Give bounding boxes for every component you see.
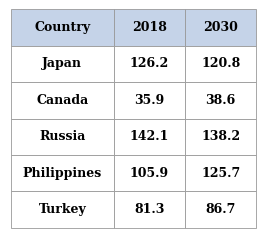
Bar: [11, 191, 114, 228]
Text: Turkey: Turkey: [38, 203, 86, 216]
Bar: [11, 155, 114, 191]
Bar: [185, 82, 256, 118]
Text: 38.6: 38.6: [206, 94, 236, 107]
Text: 35.9: 35.9: [134, 94, 164, 107]
Bar: [11, 9, 114, 46]
Bar: [11, 82, 114, 118]
Text: 86.7: 86.7: [206, 203, 236, 216]
Text: 105.9: 105.9: [130, 167, 169, 179]
Bar: [185, 9, 256, 46]
Text: Japan: Japan: [42, 58, 82, 70]
Text: 81.3: 81.3: [134, 203, 165, 216]
Bar: [114, 46, 185, 82]
Text: Canada: Canada: [36, 94, 88, 107]
Bar: [185, 191, 256, 228]
Bar: [11, 118, 114, 155]
Bar: [114, 9, 185, 46]
Text: 2018: 2018: [132, 21, 167, 34]
Text: 126.2: 126.2: [130, 58, 169, 70]
Text: Philippines: Philippines: [23, 167, 102, 179]
Bar: [114, 155, 185, 191]
Bar: [114, 82, 185, 118]
Bar: [185, 155, 256, 191]
Bar: [185, 118, 256, 155]
Bar: [11, 46, 114, 82]
Text: 120.8: 120.8: [201, 58, 240, 70]
Bar: [114, 118, 185, 155]
Text: 125.7: 125.7: [201, 167, 240, 179]
Text: 138.2: 138.2: [201, 130, 240, 143]
Text: Russia: Russia: [39, 130, 85, 143]
Text: 2030: 2030: [203, 21, 238, 34]
Bar: [185, 46, 256, 82]
Text: Country: Country: [34, 21, 90, 34]
Bar: [114, 191, 185, 228]
Text: 142.1: 142.1: [130, 130, 169, 143]
